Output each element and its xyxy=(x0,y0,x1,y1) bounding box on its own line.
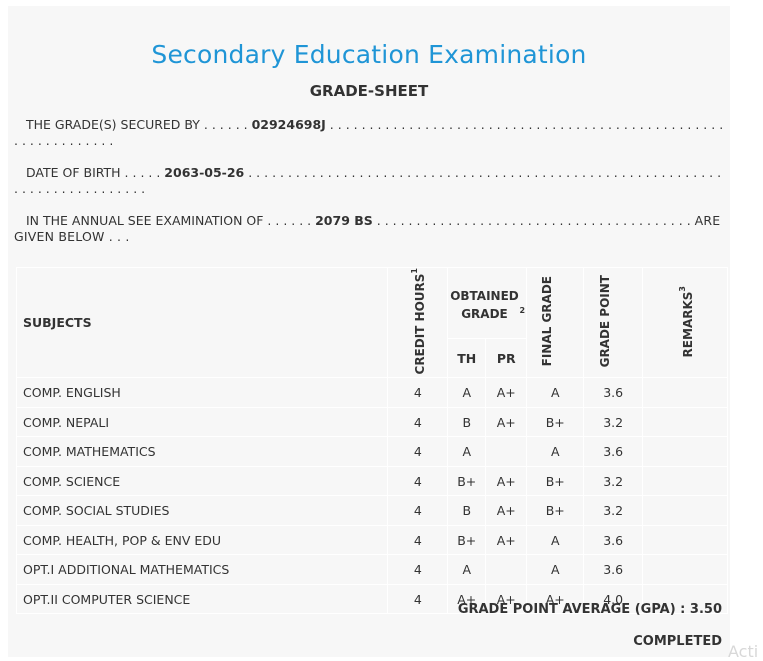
final-grade-cell: A xyxy=(526,377,585,408)
pr-grade-cell: A+ xyxy=(485,406,528,438)
grade-point-cell: 3.6 xyxy=(583,554,644,585)
remarks-cell xyxy=(642,406,728,438)
subject-cell: OPT.II COMPUTER SCIENCE xyxy=(15,583,389,615)
header-subjects: SUBJECTS xyxy=(15,266,389,379)
table-row: COMP. SOCIAL STUDIES 4 B A+ B+ 3.2 xyxy=(15,495,728,526)
final-grade-cell: A+ xyxy=(526,583,585,615)
table-row: COMP. ENGLISH 4 A A+ A 3.6 xyxy=(15,377,728,408)
header-credit-hours: CREDIT HOURS1 xyxy=(387,266,449,379)
subject-cell: COMP. MATHEMATICS xyxy=(15,436,389,467)
credit-hours-cell: 4 xyxy=(387,436,449,467)
pr-grade-cell xyxy=(485,436,528,467)
grade-sheet: Secondary Education Examination GRADE-SH… xyxy=(8,6,730,657)
th-grade-cell: B xyxy=(447,406,487,438)
exam-year: 2079 BS xyxy=(315,213,373,228)
subject-cell: OPT.I ADDITIONAL MATHEMATICS xyxy=(15,554,389,585)
subject-cell: COMP. SOCIAL STUDIES xyxy=(15,495,389,526)
credit-hours-cell: 4 xyxy=(387,495,449,526)
header-obtained-grade: OBTAINED GRADE 2 xyxy=(447,267,528,339)
header-grade-point: GRADE POINT xyxy=(583,266,644,379)
grade-point-cell: 3.6 xyxy=(583,524,644,556)
table-row: COMP. MATHEMATICS 4 A A 3.6 xyxy=(15,436,728,467)
subject-cell: COMP. ENGLISH xyxy=(15,377,389,408)
th-grade-cell: B+ xyxy=(447,524,487,556)
exam-line: IN THE ANNUAL SEE EXAMINATION OF . . . .… xyxy=(14,213,721,244)
credit-hours-cell: 4 xyxy=(387,554,449,585)
credit-hours-cell: 4 xyxy=(387,406,449,438)
secured-by-line: THE GRADE(S) SECURED BY . . . . . . 0292… xyxy=(14,117,724,148)
grade-point-cell: 3.6 xyxy=(583,436,644,467)
final-grade-cell: A xyxy=(526,524,585,556)
credit-hours-cell: 4 xyxy=(387,377,449,408)
th-grade-cell: A xyxy=(447,554,487,585)
remarks-cell xyxy=(642,495,728,526)
status-completed: COMPLETED xyxy=(633,634,722,649)
subject-cell: COMP. NEPALI xyxy=(15,406,389,438)
header-pr: PR xyxy=(485,337,528,379)
dob-line: DATE OF BIRTH . . . . . 2063-05-26 . . .… xyxy=(14,165,722,196)
table-row: COMP. NEPALI 4 B A+ B+ 3.2 xyxy=(15,406,728,438)
grade-point-cell: 3.6 xyxy=(583,377,644,408)
final-grade-cell: B+ xyxy=(526,406,585,438)
credit-hours-cell: 4 xyxy=(387,583,449,615)
gpa-label: GRADE POINT AVERAGE (GPA) : xyxy=(457,602,686,617)
remarks-cell xyxy=(642,377,728,408)
pr-grade-cell: A+ xyxy=(485,583,528,615)
table-row: COMP. SCIENCE 4 B+ A+ B+ 3.2 xyxy=(15,465,728,497)
th-grade-cell: B xyxy=(447,495,487,526)
final-grade-cell: A xyxy=(526,554,585,585)
pr-grade-cell: A+ xyxy=(485,524,528,556)
page-subtitle: GRADE-SHEET xyxy=(309,82,429,100)
gpa-value: 3.50 xyxy=(689,602,722,617)
pr-grade-cell: A+ xyxy=(485,465,528,497)
th-grade-cell: A xyxy=(447,377,487,408)
symbol-number: 02924698J xyxy=(251,117,326,132)
header-remarks: REMARKS3 xyxy=(642,266,728,379)
remarks-cell xyxy=(642,436,728,467)
grade-point-cell: 3.2 xyxy=(583,495,644,526)
activate-watermark: Acti xyxy=(728,642,759,661)
header-final-grade: FINAL GRADE xyxy=(526,266,585,379)
th-grade-cell: A xyxy=(447,436,487,467)
remarks-cell xyxy=(642,465,728,497)
table-row: OPT.I ADDITIONAL MATHEMATICS 4 A A 3.6 xyxy=(15,554,728,585)
dob-value: 2063-05-26 xyxy=(164,165,245,180)
pr-grade-cell: A+ xyxy=(485,377,528,408)
subject-cell: COMP. SCIENCE xyxy=(15,465,389,497)
final-grade-cell: B+ xyxy=(526,465,585,497)
table-row: COMP. HEALTH, POP & ENV EDU 4 B+ A+ A 3.6 xyxy=(15,524,728,556)
final-grade-cell: A xyxy=(526,436,585,467)
subject-cell: COMP. HEALTH, POP & ENV EDU xyxy=(15,524,389,556)
remarks-cell xyxy=(642,524,728,556)
remarks-cell xyxy=(642,583,728,615)
exam-label: IN THE ANNUAL SEE EXAMINATION OF xyxy=(26,213,264,228)
page-title: Secondary Education Examination xyxy=(151,40,587,69)
exam-suffix: ARE GIVEN BELOW . . . xyxy=(14,213,721,244)
grade-point-cell: 3.2 xyxy=(583,406,644,438)
th-grade-cell: B+ xyxy=(447,465,487,497)
pr-grade-cell xyxy=(485,554,528,585)
credit-hours-cell: 4 xyxy=(387,465,449,497)
final-grade-cell: B+ xyxy=(526,495,585,526)
pr-grade-cell: A+ xyxy=(485,495,528,526)
grades-table: SUBJECTS CREDIT HOURS1 OBTAINED GRADE 2 F… xyxy=(15,266,728,615)
remarks-cell xyxy=(642,554,728,585)
header-th: TH xyxy=(447,337,487,379)
secured-by-label: THE GRADE(S) SECURED BY xyxy=(26,117,200,132)
dob-label: DATE OF BIRTH xyxy=(26,165,121,180)
gpa-summary: GRADE POINT AVERAGE (GPA) : 3.50 xyxy=(458,602,722,617)
grade-point-cell: 3.2 xyxy=(583,465,644,497)
th-grade-cell: A+ xyxy=(447,583,487,615)
table-row: OPT.II COMPUTER SCIENCE 4 A+ A+ A+ 4.0 xyxy=(15,583,728,615)
credit-hours-cell: 4 xyxy=(387,524,449,556)
grade-point-cell: 4.0 xyxy=(583,583,644,615)
